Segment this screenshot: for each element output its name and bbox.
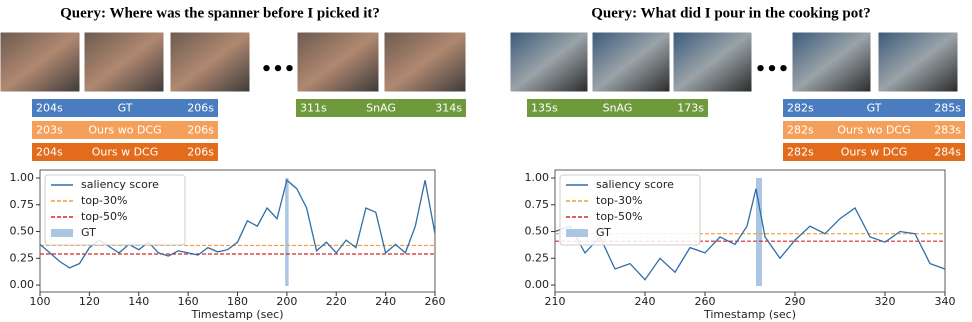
segment-label: Ours wo DCG — [837, 124, 910, 137]
legend-swatch — [566, 229, 588, 237]
gt-span — [285, 178, 289, 286]
y-tick-label: 0.75 — [525, 198, 550, 211]
legend-label: GT — [596, 226, 611, 239]
x-tick-label: 210 — [545, 295, 566, 308]
frame — [296, 31, 380, 93]
segment-end: 173s — [677, 102, 704, 115]
y-tick-label: 0.00 — [525, 278, 550, 291]
x-tick-label: 260 — [695, 295, 716, 308]
segment-start: 282s — [787, 102, 814, 115]
legend-label: top-30% — [596, 194, 642, 207]
x-tick-label: 240 — [635, 295, 656, 308]
x-tick-label: 260 — [425, 295, 446, 308]
segment-label: Ours w DCG — [841, 146, 908, 159]
legend-box — [559, 174, 701, 246]
y-tick-label: 0.25 — [10, 251, 35, 264]
legend-label: saliency score — [596, 178, 674, 191]
x-tick-label: 200 — [276, 295, 297, 308]
y-tick-label: 1.00 — [10, 171, 35, 184]
frame — [83, 31, 165, 93]
segment-end: 314s — [435, 102, 462, 115]
gt-span — [756, 178, 762, 286]
segment-bar — [527, 99, 708, 117]
legend-label: top-50% — [596, 210, 642, 223]
y-tick-label: 0.75 — [10, 198, 35, 211]
segment-label: GT — [867, 102, 882, 115]
segment-start: 135s — [531, 102, 558, 115]
query: Query: What did I pour in the cooking po… — [591, 5, 871, 21]
segment-end: 285s — [934, 102, 961, 115]
legend-label: GT — [81, 226, 96, 239]
x-tick-label: 180 — [227, 295, 248, 308]
y-tick-label: 0.00 — [10, 278, 35, 291]
x-tick-label: 140 — [128, 295, 149, 308]
segment-end: 283s — [934, 124, 961, 137]
segment-end: 206s — [187, 146, 214, 159]
segment-bar — [783, 121, 965, 139]
video-frames: ••• ••• — [0, 31, 959, 93]
legend-label: top-30% — [81, 194, 127, 207]
segment-start: 311s — [300, 102, 327, 115]
segment-bar — [32, 121, 218, 139]
segment-label: SnAG — [366, 102, 396, 115]
segment-bar — [783, 143, 965, 161]
x-tick-label: 120 — [79, 295, 100, 308]
x-tick-label: 100 — [30, 295, 51, 308]
legend-label: saliency score — [81, 178, 159, 191]
x-tick-label: 290 — [785, 295, 806, 308]
segment-start: 282s — [787, 124, 814, 137]
segment-bar — [32, 143, 218, 161]
segment-start: 204s — [36, 146, 63, 159]
segment-bar — [783, 99, 965, 117]
x-tick-label: 160 — [178, 295, 199, 308]
segment-label: Ours wo DCG — [88, 124, 161, 137]
frame — [877, 31, 959, 93]
frame — [509, 31, 589, 93]
frame — [672, 31, 753, 93]
y-tick-label: 0.25 — [525, 251, 550, 264]
query: Query: Where was the spanner before I pi… — [60, 5, 380, 21]
frame — [169, 31, 251, 93]
x-tick-label: 220 — [326, 295, 347, 308]
y-tick-label: 1.00 — [525, 171, 550, 184]
segment-end: 206s — [187, 124, 214, 137]
segment-start: 282s — [787, 146, 814, 159]
segment-bar — [296, 99, 466, 117]
segment-end: 284s — [934, 146, 961, 159]
frame — [591, 31, 671, 93]
x-axis-label: Timestamp (sec) — [190, 308, 283, 321]
segment-label: SnAG — [603, 102, 633, 115]
frame — [0, 31, 81, 93]
x-tick-label: 240 — [375, 295, 396, 308]
frame — [791, 31, 872, 93]
segment-start: 203s — [36, 124, 63, 137]
legend-swatch — [51, 229, 73, 237]
y-tick-label: 0.50 — [525, 225, 550, 238]
ellipsis: ••• — [261, 59, 296, 80]
legend-box — [44, 174, 186, 246]
segment-bar — [32, 99, 218, 117]
legend-label: top-50% — [81, 210, 127, 223]
segment-label: Ours w DCG — [92, 146, 159, 159]
x-axis-label: Timestamp (sec) — [703, 308, 796, 321]
frame — [383, 31, 467, 93]
segment-end: 206s — [187, 102, 214, 115]
x-tick-label: 320 — [875, 295, 896, 308]
y-tick-label: 0.50 — [10, 225, 35, 238]
ellipsis: ••• — [755, 59, 790, 80]
saliency-line — [554, 188, 946, 281]
segment-start: 204s — [36, 102, 63, 115]
segment-label: GT — [118, 102, 133, 115]
x-tick-label: 340 — [935, 295, 956, 308]
